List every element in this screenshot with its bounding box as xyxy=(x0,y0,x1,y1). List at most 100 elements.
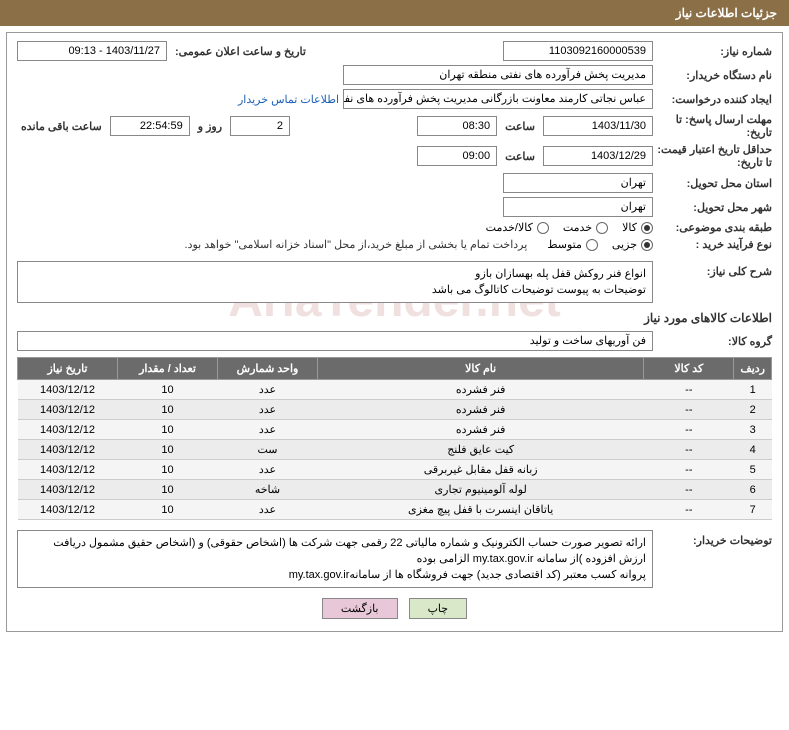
remaining-label: ساعت باقی مانده xyxy=(17,120,106,133)
table-row: 5--زبانه قفل مقابل غیربرقیعدد101403/12/1… xyxy=(18,460,772,480)
table-row: 1--فنر فشردهعدد101403/12/12 xyxy=(18,380,772,400)
radio-medium-label: متوسط xyxy=(547,238,582,251)
cell-name: فنر فشرده xyxy=(318,400,644,420)
validity-time-label: ساعت xyxy=(501,150,539,163)
cell-name: زبانه قفل مقابل غیربرقی xyxy=(318,460,644,480)
radio-both[interactable]: کالا/خدمت xyxy=(486,221,549,234)
radio-both-label: کالا/خدمت xyxy=(486,221,533,234)
cell-date: 1403/12/12 xyxy=(18,400,118,420)
radio-partial-label: جزیی xyxy=(612,238,637,251)
cell-unit: شاخه xyxy=(218,480,318,500)
deadline-label: مهلت ارسال پاسخ: تا تاریخ: xyxy=(657,113,772,139)
need-number-label: شماره نیاز: xyxy=(657,45,772,58)
table-row: 2--فنر فشردهعدد101403/12/12 xyxy=(18,400,772,420)
radio-goods-icon xyxy=(641,222,653,234)
row-summary: شرح کلی نیاز: انواع فنر روکش قفل پله بهس… xyxy=(17,261,772,303)
goods-section-title: اطلاعات کالاهای مورد نیاز xyxy=(17,311,772,325)
cell-unit: ست xyxy=(218,440,318,460)
cell-date: 1403/12/12 xyxy=(18,380,118,400)
cell-idx: 3 xyxy=(734,420,772,440)
cell-unit: عدد xyxy=(218,460,318,480)
page-header: جزئیات اطلاعات نیاز xyxy=(0,0,789,26)
cell-code: -- xyxy=(644,440,734,460)
province-label: استان محل تحویل: xyxy=(657,177,772,190)
row-buyer-notes: توضیحات خریدار: ارائه تصویر صورت حساب ال… xyxy=(17,530,772,588)
cell-unit: عدد xyxy=(218,400,318,420)
deadline-time-field: 08:30 xyxy=(417,116,497,136)
buttons-row: چاپ بازگشت xyxy=(17,598,772,619)
table-header-row: ردیف کد کالا نام کالا واحد شمارش تعداد /… xyxy=(18,358,772,380)
cell-idx: 4 xyxy=(734,440,772,460)
announce-label: تاریخ و ساعت اعلان عمومی: xyxy=(171,45,310,58)
cell-date: 1403/12/12 xyxy=(18,440,118,460)
city-label: شهر محل تحویل: xyxy=(657,201,772,214)
th-code: کد کالا xyxy=(644,358,734,380)
buyer-notes-textarea[interactable]: ارائه تصویر صورت حساب الکترونیک و شماره … xyxy=(17,530,653,588)
requester-field: عباس نجاتی کارمند معاونت بازرگانی مدیریت… xyxy=(343,89,653,109)
cell-unit: عدد xyxy=(218,500,318,520)
radio-goods[interactable]: کالا xyxy=(622,221,653,234)
table-row: 3--فنر فشردهعدد101403/12/12 xyxy=(18,420,772,440)
row-goods-group: گروه کالا: فن آوریهای ساخت و تولید xyxy=(17,331,772,351)
cell-date: 1403/12/12 xyxy=(18,460,118,480)
cell-idx: 2 xyxy=(734,400,772,420)
cell-idx: 6 xyxy=(734,480,772,500)
page-title: جزئیات اطلاعات نیاز xyxy=(676,6,777,20)
cell-code: -- xyxy=(644,500,734,520)
cell-idx: 1 xyxy=(734,380,772,400)
cell-name: فنر فشرده xyxy=(318,380,644,400)
cell-qty: 10 xyxy=(118,500,218,520)
radio-medium[interactable]: متوسط xyxy=(547,238,598,251)
row-validity: حداقل تاریخ اعتبار قیمت: تا تاریخ: 1403/… xyxy=(17,143,772,169)
buyer-contact-link[interactable]: اطلاعات تماس خریدار xyxy=(238,93,339,106)
summary-textarea[interactable]: انواع فنر روکش قفل پله بهسازان بازو توضی… xyxy=(17,261,653,303)
cell-qty: 10 xyxy=(118,440,218,460)
deadline-date-field: 1403/11/30 xyxy=(543,116,653,136)
cell-code: -- xyxy=(644,460,734,480)
th-idx: ردیف xyxy=(734,358,772,380)
cell-code: -- xyxy=(644,400,734,420)
th-date: تاریخ نیاز xyxy=(18,358,118,380)
cell-code: -- xyxy=(644,380,734,400)
cell-date: 1403/12/12 xyxy=(18,500,118,520)
cell-name: کیت عایق فلنج xyxy=(318,440,644,460)
goods-group-field: فن آوریهای ساخت و تولید xyxy=(17,331,653,351)
deadline-time-label: ساعت xyxy=(501,120,539,133)
radio-partial-icon xyxy=(641,239,653,251)
buyer-org-field: مدیریت پخش فرآورده های نفتی منطقه تهران xyxy=(343,65,653,85)
days-count-field: 2 xyxy=(230,116,290,136)
row-city: شهر محل تحویل: تهران xyxy=(17,197,772,217)
print-button[interactable]: چاپ xyxy=(409,598,468,619)
cell-qty: 10 xyxy=(118,400,218,420)
row-category: طبقه بندی موضوعی: کالا خدمت کالا/خدمت xyxy=(17,221,772,234)
radio-both-icon xyxy=(537,222,549,234)
th-unit: واحد شمارش xyxy=(218,358,318,380)
row-deadline: مهلت ارسال پاسخ: تا تاریخ: 1403/11/30 سا… xyxy=(17,113,772,139)
requester-label: ایجاد کننده درخواست: xyxy=(657,93,772,106)
main-panel: AriaTender.net شماره نیاز: 1103092160000… xyxy=(6,32,783,632)
radio-service[interactable]: خدمت xyxy=(563,221,608,234)
cell-name: فنر فشرده xyxy=(318,420,644,440)
days-and-label: روز و xyxy=(194,120,226,133)
row-process: نوع فرآیند خرید : جزیی متوسط پرداخت تمام… xyxy=(17,238,772,251)
cell-code: -- xyxy=(644,420,734,440)
process-radio-group: جزیی متوسط xyxy=(547,238,653,251)
buyer-org-label: نام دستگاه خریدار: xyxy=(657,69,772,82)
row-need-number: شماره نیاز: 1103092160000539 تاریخ و ساع… xyxy=(17,41,772,61)
radio-goods-label: کالا xyxy=(622,221,637,234)
announce-field: 1403/11/27 - 09:13 xyxy=(17,41,167,61)
back-button[interactable]: بازگشت xyxy=(322,598,398,619)
countdown-field: 22:54:59 xyxy=(110,116,190,136)
table-row: 4--کیت عایق فلنجست101403/12/12 xyxy=(18,440,772,460)
goods-group-label: گروه کالا: xyxy=(657,335,772,348)
cell-date: 1403/12/12 xyxy=(18,480,118,500)
category-label: طبقه بندی موضوعی: xyxy=(657,221,772,234)
cell-qty: 10 xyxy=(118,380,218,400)
process-note: پرداخت تمام یا بخشی از مبلغ خرید،از محل … xyxy=(185,238,528,251)
cell-idx: 7 xyxy=(734,500,772,520)
cell-unit: عدد xyxy=(218,420,318,440)
th-qty: تعداد / مقدار xyxy=(118,358,218,380)
city-field: تهران xyxy=(503,197,653,217)
cell-name: لوله آلومینیوم تجاری xyxy=(318,480,644,500)
radio-partial[interactable]: جزیی xyxy=(612,238,653,251)
